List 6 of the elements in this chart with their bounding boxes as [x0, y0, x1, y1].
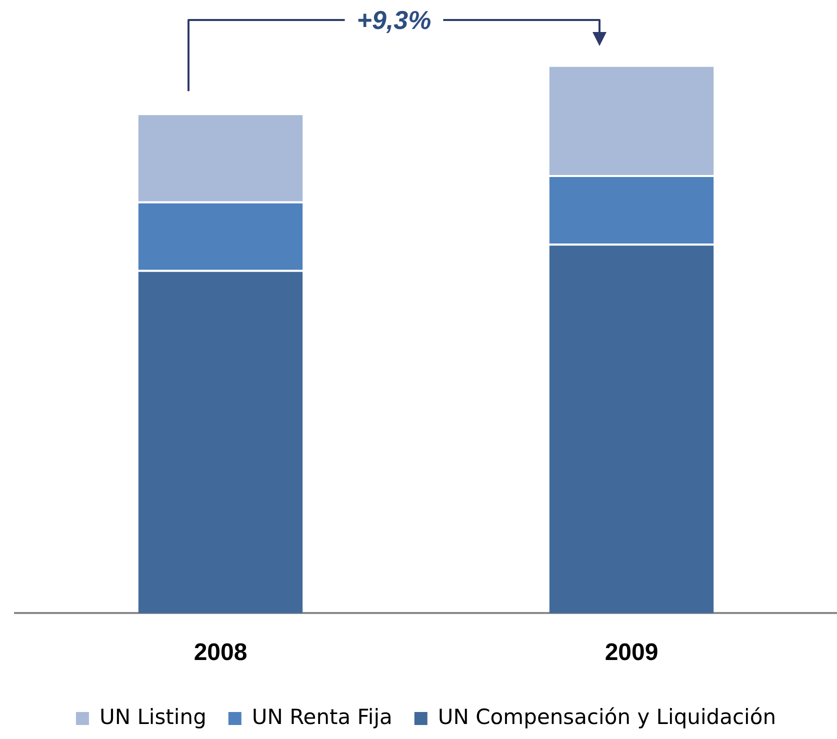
x-tick-label: 2008 [194, 639, 248, 666]
legend-label: UN Listing [99, 704, 206, 729]
legend-label: UN Compensación y Liquidación [438, 704, 776, 729]
x-tick-label: 2009 [604, 639, 658, 666]
text: +9,3% [356, 5, 432, 36]
legend-label: UN Renta Fija [252, 704, 392, 729]
